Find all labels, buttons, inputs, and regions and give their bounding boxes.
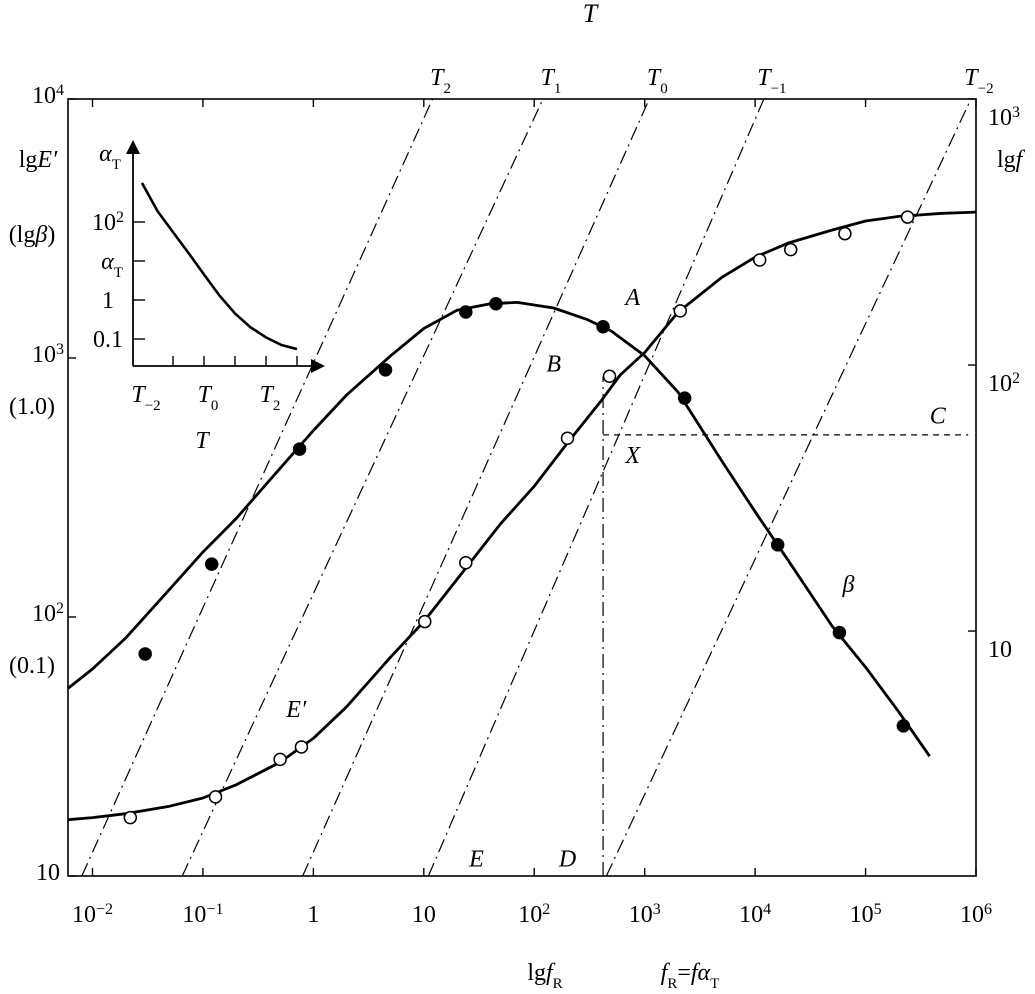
isotherm-label: T−2 bbox=[964, 65, 993, 97]
right-tick-label: 10 bbox=[988, 637, 1012, 663]
x-tick-label: 106 bbox=[960, 901, 992, 929]
data-point-open bbox=[208, 790, 223, 804]
x-tick-label: 102 bbox=[518, 901, 550, 929]
y-tick-alt-label: (0.1) bbox=[9, 653, 55, 679]
y-tick-label: 10 bbox=[36, 860, 60, 886]
inset-x-arrow bbox=[311, 359, 325, 373]
data-point-open bbox=[560, 431, 575, 445]
data-point-filled bbox=[292, 442, 307, 456]
inset-y-arrow bbox=[126, 140, 140, 154]
data-point-filled bbox=[378, 363, 393, 377]
right-tick-label: 103 bbox=[988, 104, 1020, 132]
isotherm-label: T2 bbox=[430, 65, 451, 97]
plot-frame bbox=[67, 98, 977, 877]
inset-y-tick-label: 102 bbox=[92, 209, 124, 237]
x-tick-label: 10−1 bbox=[182, 901, 223, 929]
inset-curve bbox=[140, 182, 298, 351]
annotation-label: E bbox=[468, 846, 484, 872]
right-tick-label: 102 bbox=[988, 370, 1020, 398]
data-point-open bbox=[602, 369, 617, 384]
inset-y-tick-label: αT bbox=[101, 249, 123, 281]
series-label: β bbox=[841, 572, 854, 598]
isotherm-label: T1 bbox=[541, 65, 562, 97]
isotherm-label: T0 bbox=[647, 65, 668, 97]
isotherm-lines: T2 T1 T0 T−1 T−2 bbox=[81, 65, 994, 877]
series-curves bbox=[67, 210, 977, 822]
isotherm-line bbox=[81, 98, 434, 877]
data-point-open bbox=[783, 242, 798, 257]
x-tick-label: 1 bbox=[307, 902, 319, 928]
right-axis-label: lgf bbox=[997, 147, 1026, 173]
y-tick-label: 103 bbox=[32, 341, 64, 369]
x-tick-label: 103 bbox=[629, 901, 661, 929]
data-point-filled bbox=[138, 647, 152, 661]
left-axis-alt-label: (lgβ) bbox=[9, 222, 56, 248]
isotherm-line bbox=[181, 98, 544, 877]
data-point-open bbox=[673, 304, 688, 318]
data-point-filled bbox=[596, 320, 610, 334]
data-point-open bbox=[459, 555, 473, 570]
data-point-filled bbox=[489, 296, 503, 311]
series-label: E′ bbox=[285, 697, 307, 723]
data-point-filled bbox=[832, 625, 847, 640]
data-point-open bbox=[294, 740, 309, 754]
data-point-open bbox=[123, 810, 138, 825]
x-tick-label: 105 bbox=[850, 901, 882, 929]
axes: 10−2 10−1 1 10 102 103 104 105 106 104 103 (1.0) 102… bbox=[9, 82, 1026, 993]
x-axis-label: lgfR bbox=[527, 960, 562, 992]
inset-y-axis-label: αT bbox=[99, 141, 121, 173]
plot-border bbox=[67, 98, 977, 877]
y-tick-alt-label: (1.0) bbox=[9, 394, 55, 420]
annotations: E′ β A B C D E X bbox=[285, 285, 946, 872]
isotherm-line bbox=[605, 98, 972, 877]
x-tick-label: 10 bbox=[412, 902, 436, 928]
series-curve bbox=[67, 301, 931, 757]
isotherm-line bbox=[427, 98, 765, 877]
inset-x-tick-label: T2 bbox=[260, 382, 281, 414]
data-point-open bbox=[838, 226, 852, 241]
reference-lines bbox=[602, 376, 969, 876]
chart-title: T bbox=[583, 0, 599, 28]
x-tick-label: 104 bbox=[739, 901, 771, 929]
y-tick-label: 102 bbox=[32, 600, 64, 628]
data-point-open bbox=[273, 752, 287, 767]
annotation-label: D bbox=[558, 846, 576, 872]
inset-y-tick-label: 1 bbox=[102, 288, 114, 314]
data-point-open bbox=[752, 253, 767, 267]
annotation-label: C bbox=[930, 404, 947, 430]
data-point-filled bbox=[459, 305, 473, 319]
data-point-filled bbox=[896, 719, 911, 733]
series-points bbox=[123, 210, 915, 825]
left-axis-label: lgE′ bbox=[19, 147, 58, 173]
inset-x-tick-label: T−2 bbox=[131, 382, 160, 414]
inset-x-tick-label: T0 bbox=[198, 382, 219, 414]
x-axis-definition: fR=fαT bbox=[661, 960, 720, 992]
data-point-filled bbox=[677, 391, 692, 405]
x-tick-label: 10−2 bbox=[72, 901, 113, 929]
data-point-open bbox=[900, 210, 915, 224]
inset-x-axis-label: T bbox=[195, 428, 210, 454]
annotation-label: X bbox=[624, 443, 641, 469]
data-point-open bbox=[418, 614, 432, 629]
isotherm-label: T−1 bbox=[757, 65, 786, 97]
inset-y-tick-label: 0.1 bbox=[93, 327, 123, 353]
inset-chart: 102 αT 1 0.1 T−2 T0 T2 αT T bbox=[92, 140, 325, 454]
annotation-label: A bbox=[623, 285, 640, 311]
data-point-filled bbox=[770, 538, 785, 552]
isotherm-line bbox=[302, 98, 650, 877]
y-tick-label: 104 bbox=[32, 82, 64, 110]
data-point-filled bbox=[204, 557, 219, 571]
annotation-label: B bbox=[546, 351, 561, 377]
